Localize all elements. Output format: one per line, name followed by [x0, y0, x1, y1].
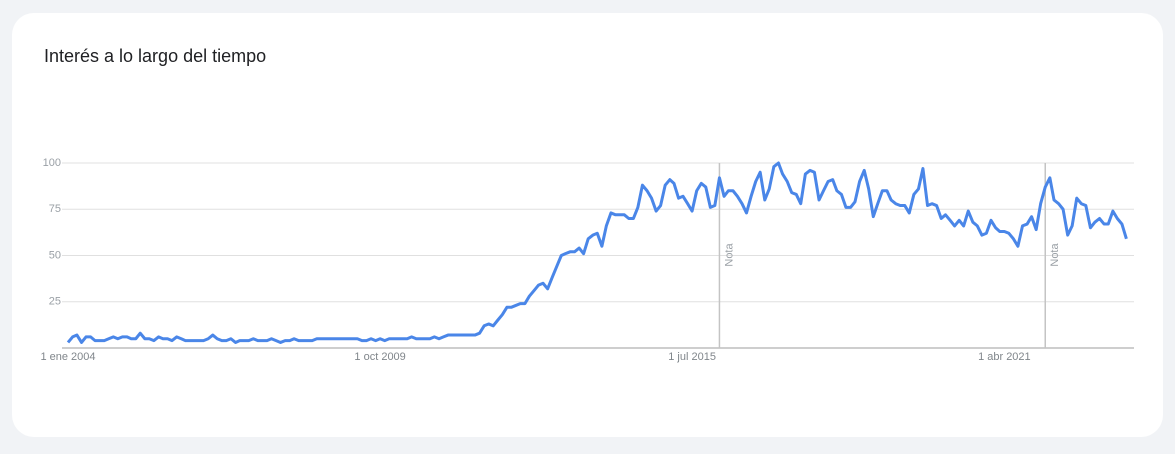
- x-tick-label: 1 oct 2009: [354, 351, 405, 363]
- chart-title: Interés a lo largo del tiempo: [44, 46, 266, 66]
- y-tick-label: 100: [43, 157, 61, 169]
- y-tick-label: 75: [49, 203, 61, 215]
- y-tick-label: 25: [49, 296, 61, 308]
- y-tick-label: 50: [49, 249, 61, 261]
- x-tick-label: 1 ene 2004: [40, 351, 95, 363]
- x-tick-label: 1 jul 2015: [668, 351, 716, 363]
- note-label: Nota: [1049, 243, 1061, 267]
- card: [12, 13, 1163, 437]
- x-tick-label: 1 abr 2021: [978, 351, 1031, 363]
- trend-line: [66, 161, 1128, 344]
- note-label: Nota: [723, 243, 735, 267]
